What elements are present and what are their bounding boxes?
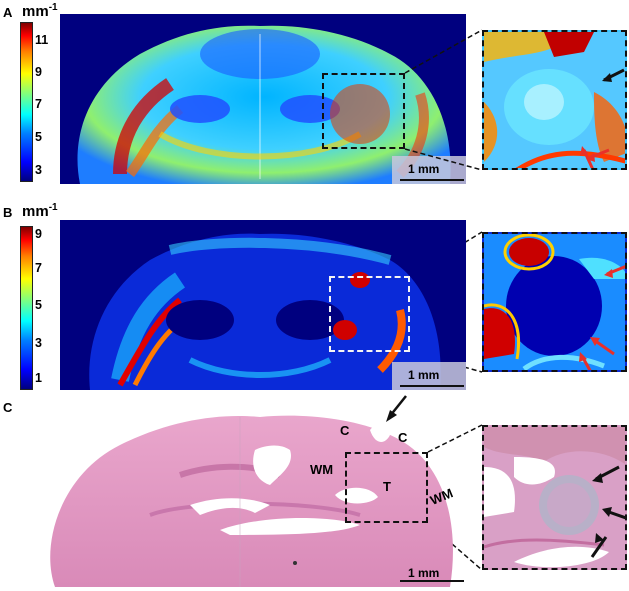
colorbar-b-tick: 9	[35, 227, 42, 241]
panel-letter-c: C	[3, 400, 13, 415]
colorbar-a	[20, 22, 33, 182]
zoom-inset-c-arrows	[590, 465, 625, 558]
zoom-inset-b-arrows	[579, 265, 625, 370]
panel-letter-a: A	[3, 5, 13, 20]
panel-letter-b: B	[3, 205, 13, 220]
scale-bar-label-a: 1 mm	[408, 162, 440, 176]
oct-attenuation-image-a	[60, 14, 466, 184]
colorbar-b-tick: 7	[35, 261, 42, 275]
region-label-cortex-right: C	[398, 430, 408, 445]
colorbar-a-tick: 5	[35, 130, 42, 144]
colorbar-b-tick: 5	[35, 298, 42, 312]
zoom-inset-c	[482, 425, 627, 570]
zoom-box-b	[329, 276, 410, 352]
colorbar-b	[20, 226, 33, 390]
zoom-box-a	[322, 73, 405, 149]
region-label-cortex-left: C	[340, 423, 350, 438]
brain-map-a	[77, 25, 451, 184]
scale-bar-label-b: 1 mm	[408, 368, 440, 382]
zoom-box-c	[345, 452, 428, 523]
zoom-inset-a-arrows	[580, 68, 625, 168]
colorbar-b-tick: 1	[35, 371, 42, 385]
zoom-inset-b-map	[484, 234, 625, 370]
colorbar-a-tick: 7	[35, 97, 42, 111]
zoom-inset-c-histology	[484, 427, 625, 568]
colorbar-unit-b: mm-1	[22, 202, 58, 220]
colorbar-a-tick: 9	[35, 65, 42, 79]
colorbar-unit-a: mm-1	[22, 2, 58, 20]
scale-bar-line-c	[400, 580, 464, 582]
colorbar-a-tick: 11	[35, 33, 49, 47]
zoom-inset-a	[482, 30, 627, 170]
colorbar-b-tick: 3	[35, 336, 42, 350]
zoom-inset-a-map	[484, 32, 625, 168]
scale-bar-line-a	[400, 179, 464, 181]
scale-bar-line-b	[400, 385, 464, 387]
colorbar-a-tick: 3	[35, 163, 42, 177]
region-label-white-matter-left: WM	[310, 462, 334, 477]
scale-bar-label-c: 1 mm	[408, 566, 440, 580]
zoom-inset-b	[482, 232, 627, 372]
region-label-tumor: T	[383, 479, 391, 494]
